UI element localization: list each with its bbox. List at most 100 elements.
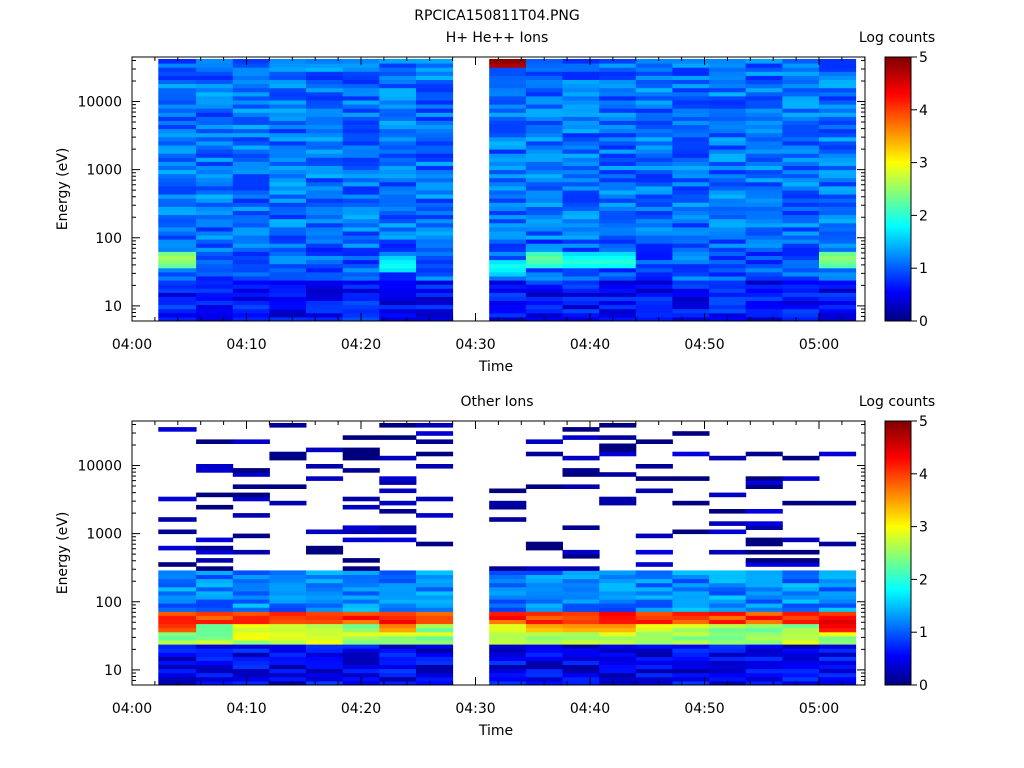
heatmap-cell xyxy=(416,464,454,469)
heatmap-cell xyxy=(342,100,380,105)
heatmap-cell xyxy=(745,521,783,526)
heatmap-cell xyxy=(525,91,563,97)
heatmap-cell xyxy=(269,640,307,645)
heatmap-cell xyxy=(306,173,344,179)
heatmap-cell xyxy=(819,149,857,154)
heatmap-cell xyxy=(562,578,600,584)
heatmap-cell xyxy=(379,67,417,72)
heatmap-cell xyxy=(306,226,344,232)
heatmap-cell xyxy=(232,108,270,113)
heatmap-cell xyxy=(158,198,197,203)
heatmap-cell xyxy=(782,267,820,273)
x-tick-label: 04:40 xyxy=(570,337,610,353)
heatmap-cell xyxy=(672,640,710,645)
heatmap-cell xyxy=(562,599,600,604)
heatmap-cell xyxy=(819,656,857,661)
heatmap-cell xyxy=(306,635,344,641)
heatmap-cell xyxy=(269,59,307,64)
heatmap-cell xyxy=(379,271,417,277)
x-tick-label: 05:00 xyxy=(799,337,839,353)
heatmap-cell xyxy=(525,231,563,236)
heatmap-cell xyxy=(599,231,637,236)
heatmap-cell xyxy=(269,243,307,248)
heatmap-cell xyxy=(599,235,637,240)
heatmap-cell xyxy=(306,145,344,150)
heatmap-cell xyxy=(269,652,307,657)
heatmap-cell xyxy=(158,574,197,580)
heatmap-cell xyxy=(379,177,417,183)
heatmap-cell xyxy=(416,251,454,256)
heatmap-cell xyxy=(158,63,197,68)
heatmap-cell xyxy=(379,132,417,138)
heatmap-cell xyxy=(232,91,270,97)
heatmap-cell xyxy=(709,578,747,584)
heatmap-cell xyxy=(158,496,197,502)
heatmap-cell xyxy=(158,545,197,551)
heatmap-cell xyxy=(232,235,270,240)
heatmap-cell xyxy=(489,177,527,183)
heatmap-cell xyxy=(709,120,747,125)
heatmap-cell xyxy=(269,206,307,211)
heatmap-cell xyxy=(562,165,600,171)
heatmap-cell xyxy=(342,296,380,301)
heatmap-cell xyxy=(709,660,747,665)
heatmap-cell xyxy=(599,292,637,297)
heatmap-cell xyxy=(306,574,344,580)
heatmap-cell xyxy=(745,202,783,207)
heatmap-cell xyxy=(635,562,673,567)
heatmap-cell xyxy=(489,247,527,252)
heatmap-cell xyxy=(379,656,417,661)
heatmap-cell xyxy=(819,218,857,224)
heatmap-cell xyxy=(306,95,344,101)
heatmap-cell xyxy=(379,231,417,236)
heatmap-cell xyxy=(489,91,527,97)
heatmap-cell xyxy=(525,300,563,306)
heatmap-cell xyxy=(489,132,527,138)
heatmap-cell xyxy=(635,578,673,584)
heatmap-cell xyxy=(819,603,857,608)
heatmap-cell xyxy=(232,157,270,162)
heatmap-cell xyxy=(232,607,270,612)
heatmap-cell xyxy=(269,627,307,633)
heatmap-cell xyxy=(269,644,307,649)
heatmap-cell xyxy=(379,537,417,543)
heatmap-cell xyxy=(635,599,673,604)
heatmap-cell xyxy=(635,161,673,166)
heatmap-cell xyxy=(819,271,857,277)
heatmap-cell xyxy=(416,664,454,670)
heatmap-cell xyxy=(672,451,710,457)
heatmap-cell xyxy=(599,153,637,158)
heatmap-cell xyxy=(196,79,234,85)
heatmap-cell xyxy=(379,108,417,113)
heatmap-cell xyxy=(819,640,857,645)
heatmap-cell xyxy=(379,595,417,600)
heatmap-cell xyxy=(158,169,197,175)
heatmap-cell xyxy=(269,63,307,68)
heatmap-cell xyxy=(232,169,270,175)
heatmap-cell xyxy=(709,509,747,514)
heatmap-cell xyxy=(599,435,637,440)
heatmap-cell xyxy=(635,586,673,592)
heatmap-cell xyxy=(635,136,673,142)
heatmap-cell xyxy=(342,578,380,584)
heatmap-cell xyxy=(416,206,454,211)
heatmap-cell xyxy=(269,251,307,256)
heatmap-cell xyxy=(196,574,234,580)
heatmap-cell xyxy=(269,263,307,269)
heatmap-cell xyxy=(196,83,234,89)
heatmap-cell xyxy=(416,300,454,306)
heatmap-cell xyxy=(599,198,637,203)
heatmap-cell xyxy=(342,599,380,604)
heatmap-cell xyxy=(562,247,600,252)
heatmap-cell xyxy=(306,607,344,612)
heatmap-cell xyxy=(232,672,270,678)
heatmap-cell xyxy=(599,251,637,256)
heatmap-cell xyxy=(306,308,344,314)
heatmap-cell xyxy=(819,582,857,588)
heatmap-cell xyxy=(489,656,527,661)
heatmap-cell xyxy=(306,165,344,171)
heatmap-cell xyxy=(158,300,197,306)
heatmap-cell xyxy=(562,484,600,489)
heatmap-cell xyxy=(158,676,197,682)
heatmap-cell xyxy=(525,656,563,661)
